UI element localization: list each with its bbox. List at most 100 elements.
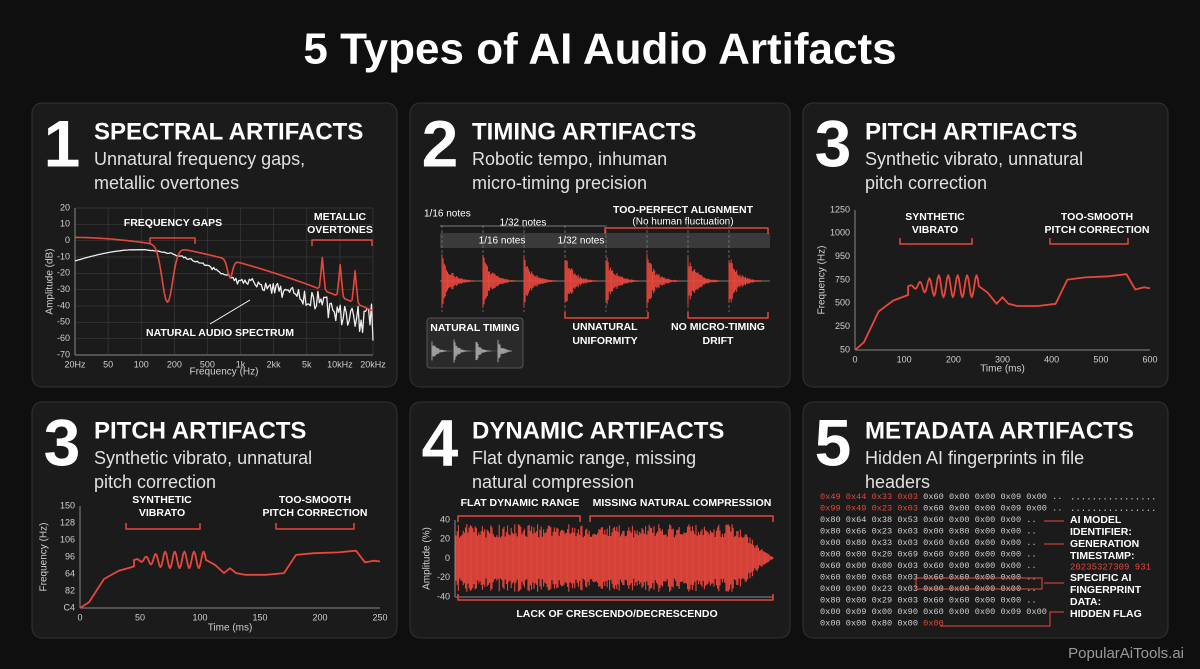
bracket: [899, 238, 973, 245]
y-tick-label: 950: [835, 251, 850, 261]
bracket: [311, 239, 373, 246]
panel-number: 4: [422, 405, 459, 479]
hex-segment: 0x80 0x66 0x23 0x03 0x00 0x80 0x00 0x00 …: [820, 527, 1037, 537]
annotation: ................: [1070, 504, 1156, 514]
annotation: TOO-SMOOTH: [1061, 211, 1133, 223]
bracket: [1049, 238, 1129, 245]
y-tick-label: -20: [437, 572, 450, 582]
annotation: 1/16 notes: [479, 236, 526, 247]
hex-row: 0x49 0x44 0x33 0x03 0x60 0x00 0x00 0x09 …: [820, 492, 1062, 502]
y-tick-label: -40: [57, 300, 70, 310]
annotation: SYNTHETIC: [132, 494, 192, 506]
y-tick-label: 50: [840, 344, 850, 354]
hex-row: 0x80 0x66 0x23 0x03 0x00 0x80 0x00 0x00 …: [820, 527, 1037, 537]
annotation: VIBRATO: [139, 507, 185, 519]
natural-waveform: [431, 339, 512, 363]
hex-segment: 0x00 0x09 0x00 0x90 0x60 0x00 0x00 0x09 …: [820, 607, 1047, 617]
panel-subtitle: Synthetic vibrato, unnatural: [94, 448, 312, 468]
y-tick-label: 10: [60, 219, 70, 229]
pitch-curve: [79, 549, 381, 609]
panel-heading: PITCH ARTIFACTS: [865, 118, 1077, 145]
y-tick-label: 20: [440, 534, 450, 544]
hex-row: 0x99 0x49 0x23 0x03 0x60 0x00 0x00 0x09 …: [820, 504, 1062, 514]
x-tick-label: 200: [312, 612, 327, 622]
y-tick-label: 750: [835, 274, 850, 284]
annotation: NATURAL AUDIO SPECTRUM: [146, 327, 294, 339]
annotation: AI MODEL: [1070, 514, 1122, 526]
y-tick-label: 0: [65, 235, 70, 245]
panel-subtitle: Synthetic vibrato, unnatural: [865, 149, 1083, 169]
panel-subtitle: Robotic tempo, inhuman: [472, 149, 667, 169]
bracket: [457, 515, 581, 522]
hex-row: 0x00 0x00 0x80 0x00 0x00: [820, 619, 944, 629]
natural-spectrum: [74, 248, 374, 341]
annotation: TOO-SMOOTH: [279, 494, 351, 506]
annotation: 1/32 notes: [558, 236, 605, 247]
annotation: DRIFT: [703, 335, 734, 347]
annotation: SYNTHETIC: [905, 211, 965, 223]
bracket: [604, 227, 769, 234]
pointer: [209, 299, 251, 325]
x-tick-label: 1k: [236, 359, 246, 369]
page-title: 5 Types of AI Audio Artifacts: [303, 25, 896, 74]
y-axis-label: Amplitude (%): [422, 527, 433, 590]
hex-segment: 0x80 0x64 0x38 0x53 0x60 0x00 0x00 0x00 …: [820, 515, 1037, 525]
y-tick-label: -10: [57, 251, 70, 261]
x-tick-label: 300: [995, 354, 1010, 364]
x-tick-label: 0: [852, 354, 857, 364]
annotation: FLAT DYNAMIC RANGE: [461, 497, 580, 509]
x-tick-label: 20kHz: [360, 359, 386, 369]
hex-row: 0x80 0x00 0x29 0x03 0x60 0x60 0x00 0x00 …: [820, 596, 1037, 606]
hex-row: 0x00 0x09 0x00 0x90 0x60 0x00 0x00 0x09 …: [820, 607, 1047, 617]
bracket: [125, 523, 201, 530]
x-axis-label: Time (ms): [208, 623, 253, 634]
x-tick-label: 200: [167, 359, 182, 369]
x-tick-label: 100: [134, 359, 149, 369]
panel-heading: DYNAMIC ARTIFACTS: [472, 417, 724, 444]
bracket: [589, 515, 774, 522]
panel-heading: SPECTRAL ARTIFACTS: [94, 118, 363, 145]
y-tick-label: -60: [57, 333, 70, 343]
annotation: IDENTIFIER:: [1070, 526, 1132, 538]
x-tick-label: 2kk: [267, 359, 282, 369]
x-tick-label: 100: [897, 354, 912, 364]
y-tick-label: 106: [60, 534, 75, 544]
annotation: PITCH CORRECTION: [263, 507, 368, 519]
pitch-curve: [854, 273, 1151, 351]
panel-subtitle: pitch correction: [865, 173, 987, 193]
x-tick-label: 0: [77, 612, 82, 622]
y-tick-label: 20: [60, 202, 70, 212]
x-tick-label: 20Hz: [64, 359, 86, 369]
connector: [940, 611, 1064, 627]
hex-segment: 0x00 0x00 0x80 0x00: [820, 619, 923, 629]
annotation: OVERTONES: [307, 224, 373, 236]
x-axis-label: Time (ms): [980, 364, 1025, 375]
panel-subtitle: Hidden AI fingerprints in file: [865, 448, 1084, 468]
hex-row: 0x00 0x80 0x33 0x03 0x60 0x60 0x00 0x00 …: [820, 538, 1037, 548]
y-tick-label: 82: [65, 585, 75, 595]
x-tick-label: 500: [1093, 354, 1108, 364]
y-tick-label: 40: [440, 514, 450, 524]
panel-number: 3: [815, 106, 852, 180]
panel-number: 2: [422, 106, 459, 180]
note-grid-bar: [440, 233, 770, 248]
x-tick-label: 10kHz: [327, 359, 353, 369]
y-axis-label: Frequency (Hz): [817, 246, 828, 315]
panel: [802, 401, 1169, 639]
panel: [31, 401, 398, 639]
hex-segment: 0x00 0x80 0x33 0x03 0x60 0x60 0x00 0x00 …: [820, 538, 1037, 548]
hex-row: 0x00 0x00 0x20 0x69 0x60 0x80 0x00 0x00 …: [820, 550, 1037, 560]
panel-heading: TIMING ARTIFACTS: [472, 118, 696, 145]
annotation: VIBRATO: [912, 224, 958, 236]
panel: [802, 102, 1169, 388]
x-axis-label: Frequency (Hz): [190, 367, 259, 378]
annotation: NATURAL TIMING: [430, 322, 519, 334]
x-tick-label: 50: [103, 359, 113, 369]
x-tick-label: 400: [1044, 354, 1059, 364]
fingerprint-box: [915, 577, 1043, 590]
annotation: HIDDEN FLAG: [1070, 608, 1142, 620]
y-axis-label: Frequency (Hz): [39, 523, 50, 592]
hex-row: 0x80 0x64 0x38 0x53 0x60 0x00 0x00 0x00 …: [820, 515, 1037, 525]
panel-subtitle: metallic overtones: [94, 173, 239, 193]
